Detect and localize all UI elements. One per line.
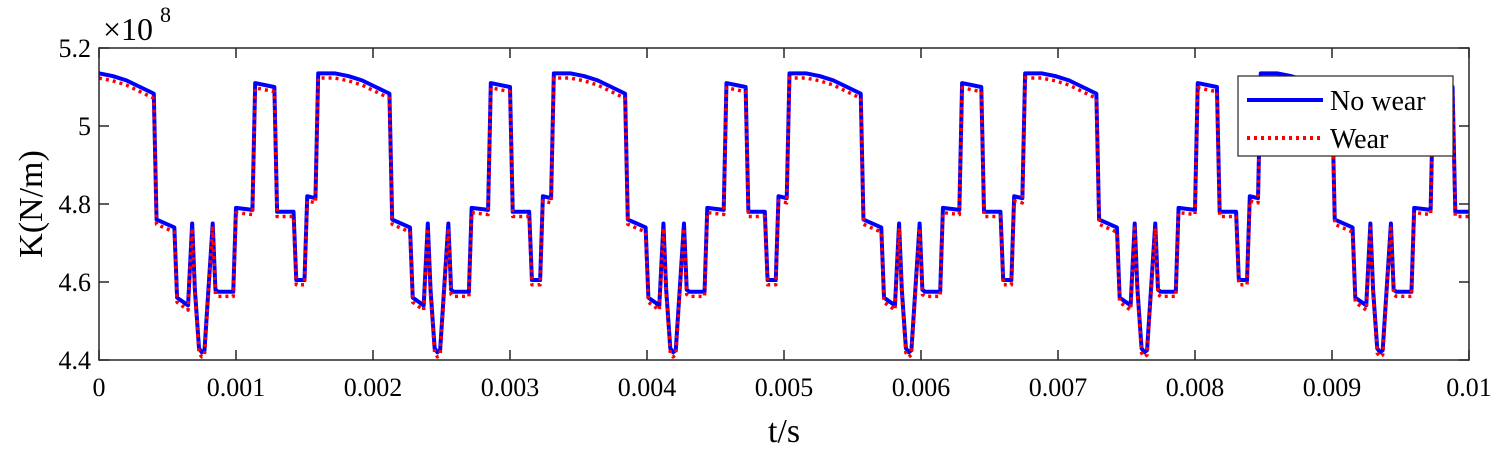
x-axis-label: t/s bbox=[768, 413, 800, 450]
series-line-no-wear bbox=[99, 71, 1469, 355]
x-tick-label: 0.001 bbox=[207, 373, 266, 402]
x-tick-label: 0.008 bbox=[1166, 373, 1225, 402]
x-tick-label: 0.006 bbox=[892, 373, 951, 402]
y-multiplier: ×10 8 bbox=[103, 2, 171, 47]
x-tick-label: 0 bbox=[93, 373, 106, 402]
y-multiplier-exponent: 8 bbox=[160, 2, 171, 27]
x-tick-label: 0.009 bbox=[1303, 373, 1362, 402]
ticks-layer: 0 0.001 0.002 0.003 0.004 0.005 0.006 0.007 0.00… bbox=[59, 34, 1492, 402]
series-layer bbox=[99, 71, 1469, 359]
x-tick-label: 0.007 bbox=[1029, 373, 1088, 402]
x-tick-label: 0.002 bbox=[344, 373, 403, 402]
x-tick-label: 0.003 bbox=[481, 373, 540, 402]
y-tick-label: 4.8 bbox=[59, 190, 92, 219]
legend-label-wear: Wear bbox=[1330, 124, 1389, 155]
x-tick-label: 0.004 bbox=[618, 373, 677, 402]
y-axis-label: K(N/m) bbox=[13, 150, 50, 258]
y-tick-label: 4.6 bbox=[59, 268, 92, 297]
y-tick-label: 5.2 bbox=[59, 34, 92, 63]
x-tick-label: 0.005 bbox=[755, 373, 814, 402]
series-line-wear bbox=[99, 76, 1469, 359]
legend-label-no-wear: No wear bbox=[1330, 86, 1426, 117]
legend: No wear Wear bbox=[1237, 75, 1454, 157]
legend-box bbox=[1237, 75, 1454, 157]
y-tick-label: 5 bbox=[78, 112, 91, 141]
y-multiplier-base: ×10 bbox=[103, 11, 153, 47]
x-tick-label: 0.01 bbox=[1446, 373, 1492, 402]
y-tick-label: 4.4 bbox=[59, 346, 92, 375]
